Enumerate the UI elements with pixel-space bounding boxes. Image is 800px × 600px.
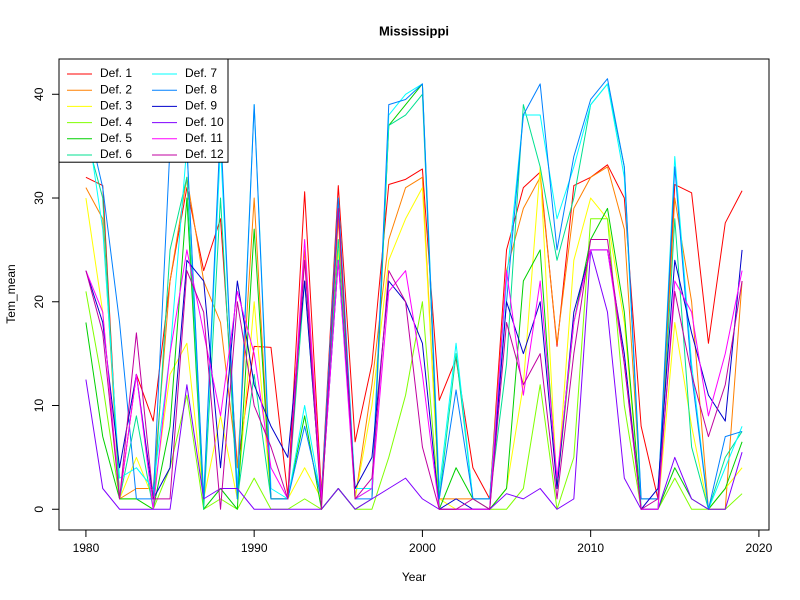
x-axis-label: Year [402, 570, 426, 584]
legend-label: Def. 12 [185, 147, 224, 161]
series-line [85, 83, 743, 510]
legend-label: Def. 2 [100, 82, 132, 96]
y-tick-label: 40 [32, 87, 46, 101]
x-tick-label: 2010 [577, 541, 604, 555]
legend-label: Def. 11 [185, 131, 223, 145]
legend-label: Def. 9 [185, 99, 217, 113]
legend-label: Def. 7 [185, 66, 217, 80]
chart-title: Mississippi [379, 23, 449, 38]
series-line [85, 207, 743, 510]
legend-label: Def. 6 [100, 147, 132, 161]
y-axis-label: Tem_mean [4, 264, 18, 323]
x-tick-label: 2020 [746, 541, 773, 555]
y-tick-label: 30 [32, 191, 46, 205]
legend-label: Def. 3 [100, 99, 132, 113]
y-tick-label: 20 [32, 295, 46, 309]
y-tick-label: 10 [32, 399, 46, 413]
series-line [85, 249, 743, 510]
plot-frame [58, 58, 770, 531]
series-line [85, 78, 743, 510]
legend-label: Def. 4 [100, 115, 132, 129]
plot-area [85, 78, 743, 510]
series-line [85, 218, 743, 510]
series-line [85, 166, 743, 510]
x-tick-label: 1980 [73, 541, 100, 555]
legend: Def. 1 Def. 2 Def. 3 Def. 4 Def. 5 Def. 6 Def.… [58, 58, 229, 163]
legend-label: Def. 1 [100, 66, 132, 80]
legend-label: Def. 8 [185, 82, 217, 96]
y-tick-label: 0 [32, 506, 46, 513]
legend-label: Def. 10 [185, 115, 224, 129]
legend-box [58, 58, 229, 163]
legend-label: Def. 5 [100, 131, 132, 145]
x-tick-label: 1990 [241, 541, 268, 555]
x-tick-label: 2000 [409, 541, 436, 555]
